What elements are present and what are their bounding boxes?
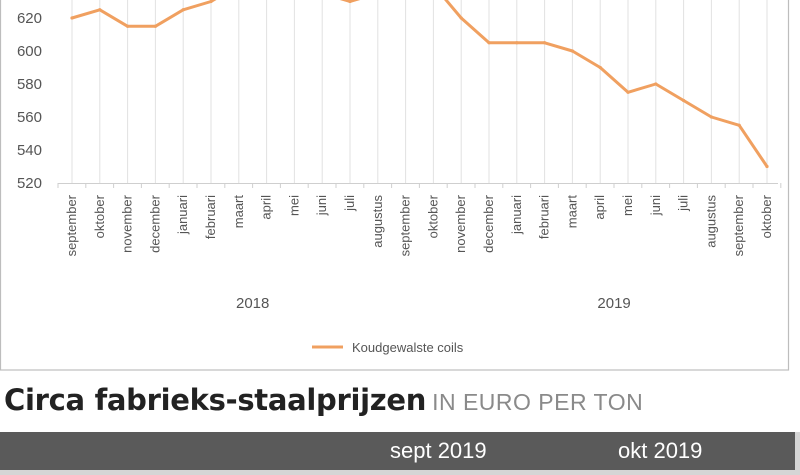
x-tick-label: september — [398, 194, 413, 256]
data-point — [487, 41, 491, 45]
column-header-okt-2019: okt 2019 — [618, 438, 703, 463]
y-tick-label: 600 — [17, 43, 42, 60]
x-tick-label: december — [481, 194, 496, 252]
x-tick-label: maart — [564, 195, 579, 229]
y-tick-label: 580 — [17, 76, 42, 93]
table-title: Circa fabrieks-staalprijzen IN EURO PER T… — [4, 383, 643, 417]
y-tick-label: 620 — [17, 10, 42, 27]
x-tick-label: mei — [286, 195, 301, 216]
series-line — [70, 0, 769, 168]
x-tick-label: april — [592, 195, 607, 220]
data-point — [626, 90, 630, 94]
data-point — [98, 8, 102, 12]
data-point — [737, 123, 741, 127]
x-tick-label: augustus — [703, 195, 718, 248]
x-tick-label: november — [453, 194, 468, 252]
line-chart: 520540560580600620640 septemberoktoberno… — [0, 0, 790, 371]
data-point — [709, 115, 714, 119]
data-point — [126, 24, 130, 28]
y-tick-label: 560 — [17, 109, 42, 126]
x-tick-label: april — [259, 195, 274, 220]
data-point — [70, 16, 74, 20]
x-tick-label: juni — [314, 195, 329, 216]
year-labels: 2018 2019 — [236, 295, 631, 312]
column-header-sept-2019: sept 2019 — [390, 438, 487, 463]
table-title-main: Circa fabrieks-staalprijzen — [4, 383, 427, 417]
y-tick-labels: 520540560580600620640 — [17, 10, 42, 192]
x-tick-label: februari — [203, 195, 218, 239]
data-point — [543, 41, 547, 45]
chart-border — [0, 0, 790, 371]
x-tick-label: september — [731, 194, 746, 256]
data-point — [209, 0, 213, 4]
year-label: 2019 — [597, 295, 630, 312]
x-tick-label: maart — [231, 195, 246, 229]
data-point — [459, 16, 463, 20]
year-label: 2018 — [236, 295, 269, 312]
data-point — [153, 24, 157, 28]
data-point — [348, 0, 352, 4]
x-tick-labels: september oktober november december januari f… — [64, 194, 774, 256]
x-tick-label: juli — [342, 195, 357, 212]
x-tick-label: januari — [509, 195, 524, 235]
table-header: sept 2019 okt 2019 — [0, 432, 800, 475]
x-tick-label: mei — [620, 195, 635, 216]
y-tick-label: 520 — [17, 175, 42, 192]
x-tick-label: februari — [537, 195, 552, 239]
x-tick-label: juni — [648, 195, 663, 216]
axes — [0, 0, 790, 371]
legend-label: Koudgewalste coils — [352, 340, 464, 355]
data-point — [570, 49, 575, 53]
y-tick-label: 540 — [17, 142, 42, 159]
table-title-unit: IN EURO PER TON — [432, 389, 644, 415]
data-point — [598, 65, 602, 70]
series-lines — [70, 0, 769, 169]
x-tick-label: november — [120, 194, 135, 252]
legend: Koudgewalste coils — [312, 340, 464, 355]
x-tick-label: september — [64, 194, 79, 256]
x-tick-label: oktober — [425, 194, 440, 238]
table-header-bar: sept 2019 okt 2019 — [0, 432, 795, 470]
data-point — [181, 8, 185, 12]
data-point — [654, 82, 658, 86]
x-tick-label: december — [147, 194, 162, 252]
x-tick-label: januari — [175, 195, 190, 235]
data-point — [682, 98, 686, 103]
x-tick-label: oktober — [759, 194, 774, 238]
x-tick-label: juli — [676, 195, 691, 212]
x-tick-label: augustus — [370, 195, 385, 248]
data-point — [515, 41, 519, 45]
grid-lines — [71, 0, 768, 183]
data-point — [765, 164, 769, 169]
x-tick-label: oktober — [92, 194, 107, 238]
